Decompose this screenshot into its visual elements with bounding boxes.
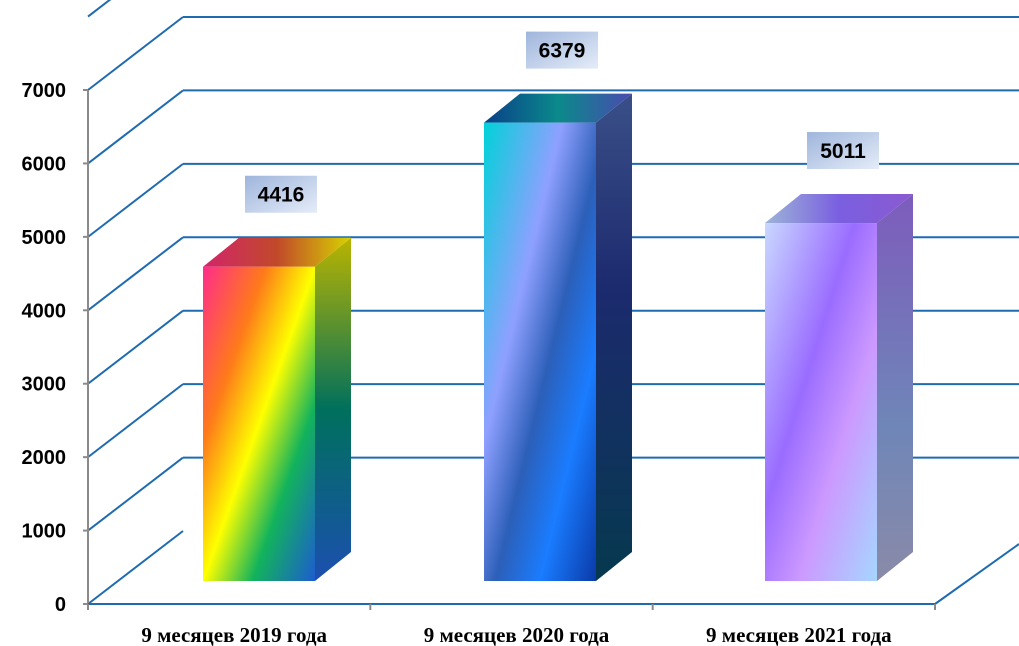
x-category-label: 9 месяцев 2019 года xyxy=(141,623,327,646)
grid-line-diagonal-5000 xyxy=(87,163,184,238)
floor-right-edge xyxy=(934,543,1019,605)
bar-top-face xyxy=(203,237,351,267)
axes xyxy=(87,90,1019,610)
y-tick-label: 6000 xyxy=(22,153,67,175)
bar-side-face xyxy=(877,194,913,581)
bar-front-face xyxy=(765,223,877,581)
grid-line-diagonal-3000 xyxy=(87,309,184,385)
bars xyxy=(203,93,913,581)
bar-1 xyxy=(203,237,351,581)
y-tick-label: 3000 xyxy=(22,374,67,396)
y-tick-labels: 0 1000 2000 3000 4000 5000 6000 7000 xyxy=(22,80,88,616)
data-label-3: 5011 xyxy=(807,132,879,170)
data-labels: 4416 6379 5011 xyxy=(245,31,879,213)
data-label-2: 6379 xyxy=(526,31,598,69)
grid-line-diagonal-6000 xyxy=(87,89,184,165)
y-tick-label: 1000 xyxy=(22,521,67,543)
y-tick-label: 2000 xyxy=(22,447,67,469)
y-tick-label: 5000 xyxy=(22,227,67,249)
x-category-label: 9 месяцев 2020 года xyxy=(424,623,610,646)
y-tick-label: 0 xyxy=(55,594,66,616)
data-label-text: 6379 xyxy=(539,40,586,63)
bar-front-face xyxy=(203,266,315,581)
data-label-text: 5011 xyxy=(820,140,866,163)
grid-line-top-diagonal xyxy=(87,0,112,18)
grid-line-diagonal-2000 xyxy=(87,383,184,458)
y-tick-label: 7000 xyxy=(22,80,67,102)
bar-3 xyxy=(765,194,913,581)
x-category-label: 9 месяцев 2021 года xyxy=(706,623,892,646)
bar-front-face xyxy=(484,122,596,581)
bar-2 xyxy=(484,93,632,581)
grid-line-diagonal-7000 xyxy=(87,16,184,91)
category-labels: 9 месяцев 2019 года 9 месяцев 2020 года 9 … xyxy=(141,623,892,646)
y-tick-label: 4000 xyxy=(22,300,67,322)
data-label-text: 4416 xyxy=(258,184,305,207)
grid-line-diagonal-1000 xyxy=(87,456,184,532)
data-label-box xyxy=(807,132,879,170)
data-label-box xyxy=(526,31,598,69)
floor-left-edge xyxy=(87,530,184,605)
bar-top-face xyxy=(484,93,632,123)
bar-side-face xyxy=(596,93,632,581)
grid-line-diagonal-4000 xyxy=(87,236,184,312)
bar-top-face xyxy=(765,194,913,224)
data-label-1: 4416 xyxy=(245,175,317,213)
data-label-box xyxy=(245,175,317,213)
bar-side-face xyxy=(315,237,351,581)
